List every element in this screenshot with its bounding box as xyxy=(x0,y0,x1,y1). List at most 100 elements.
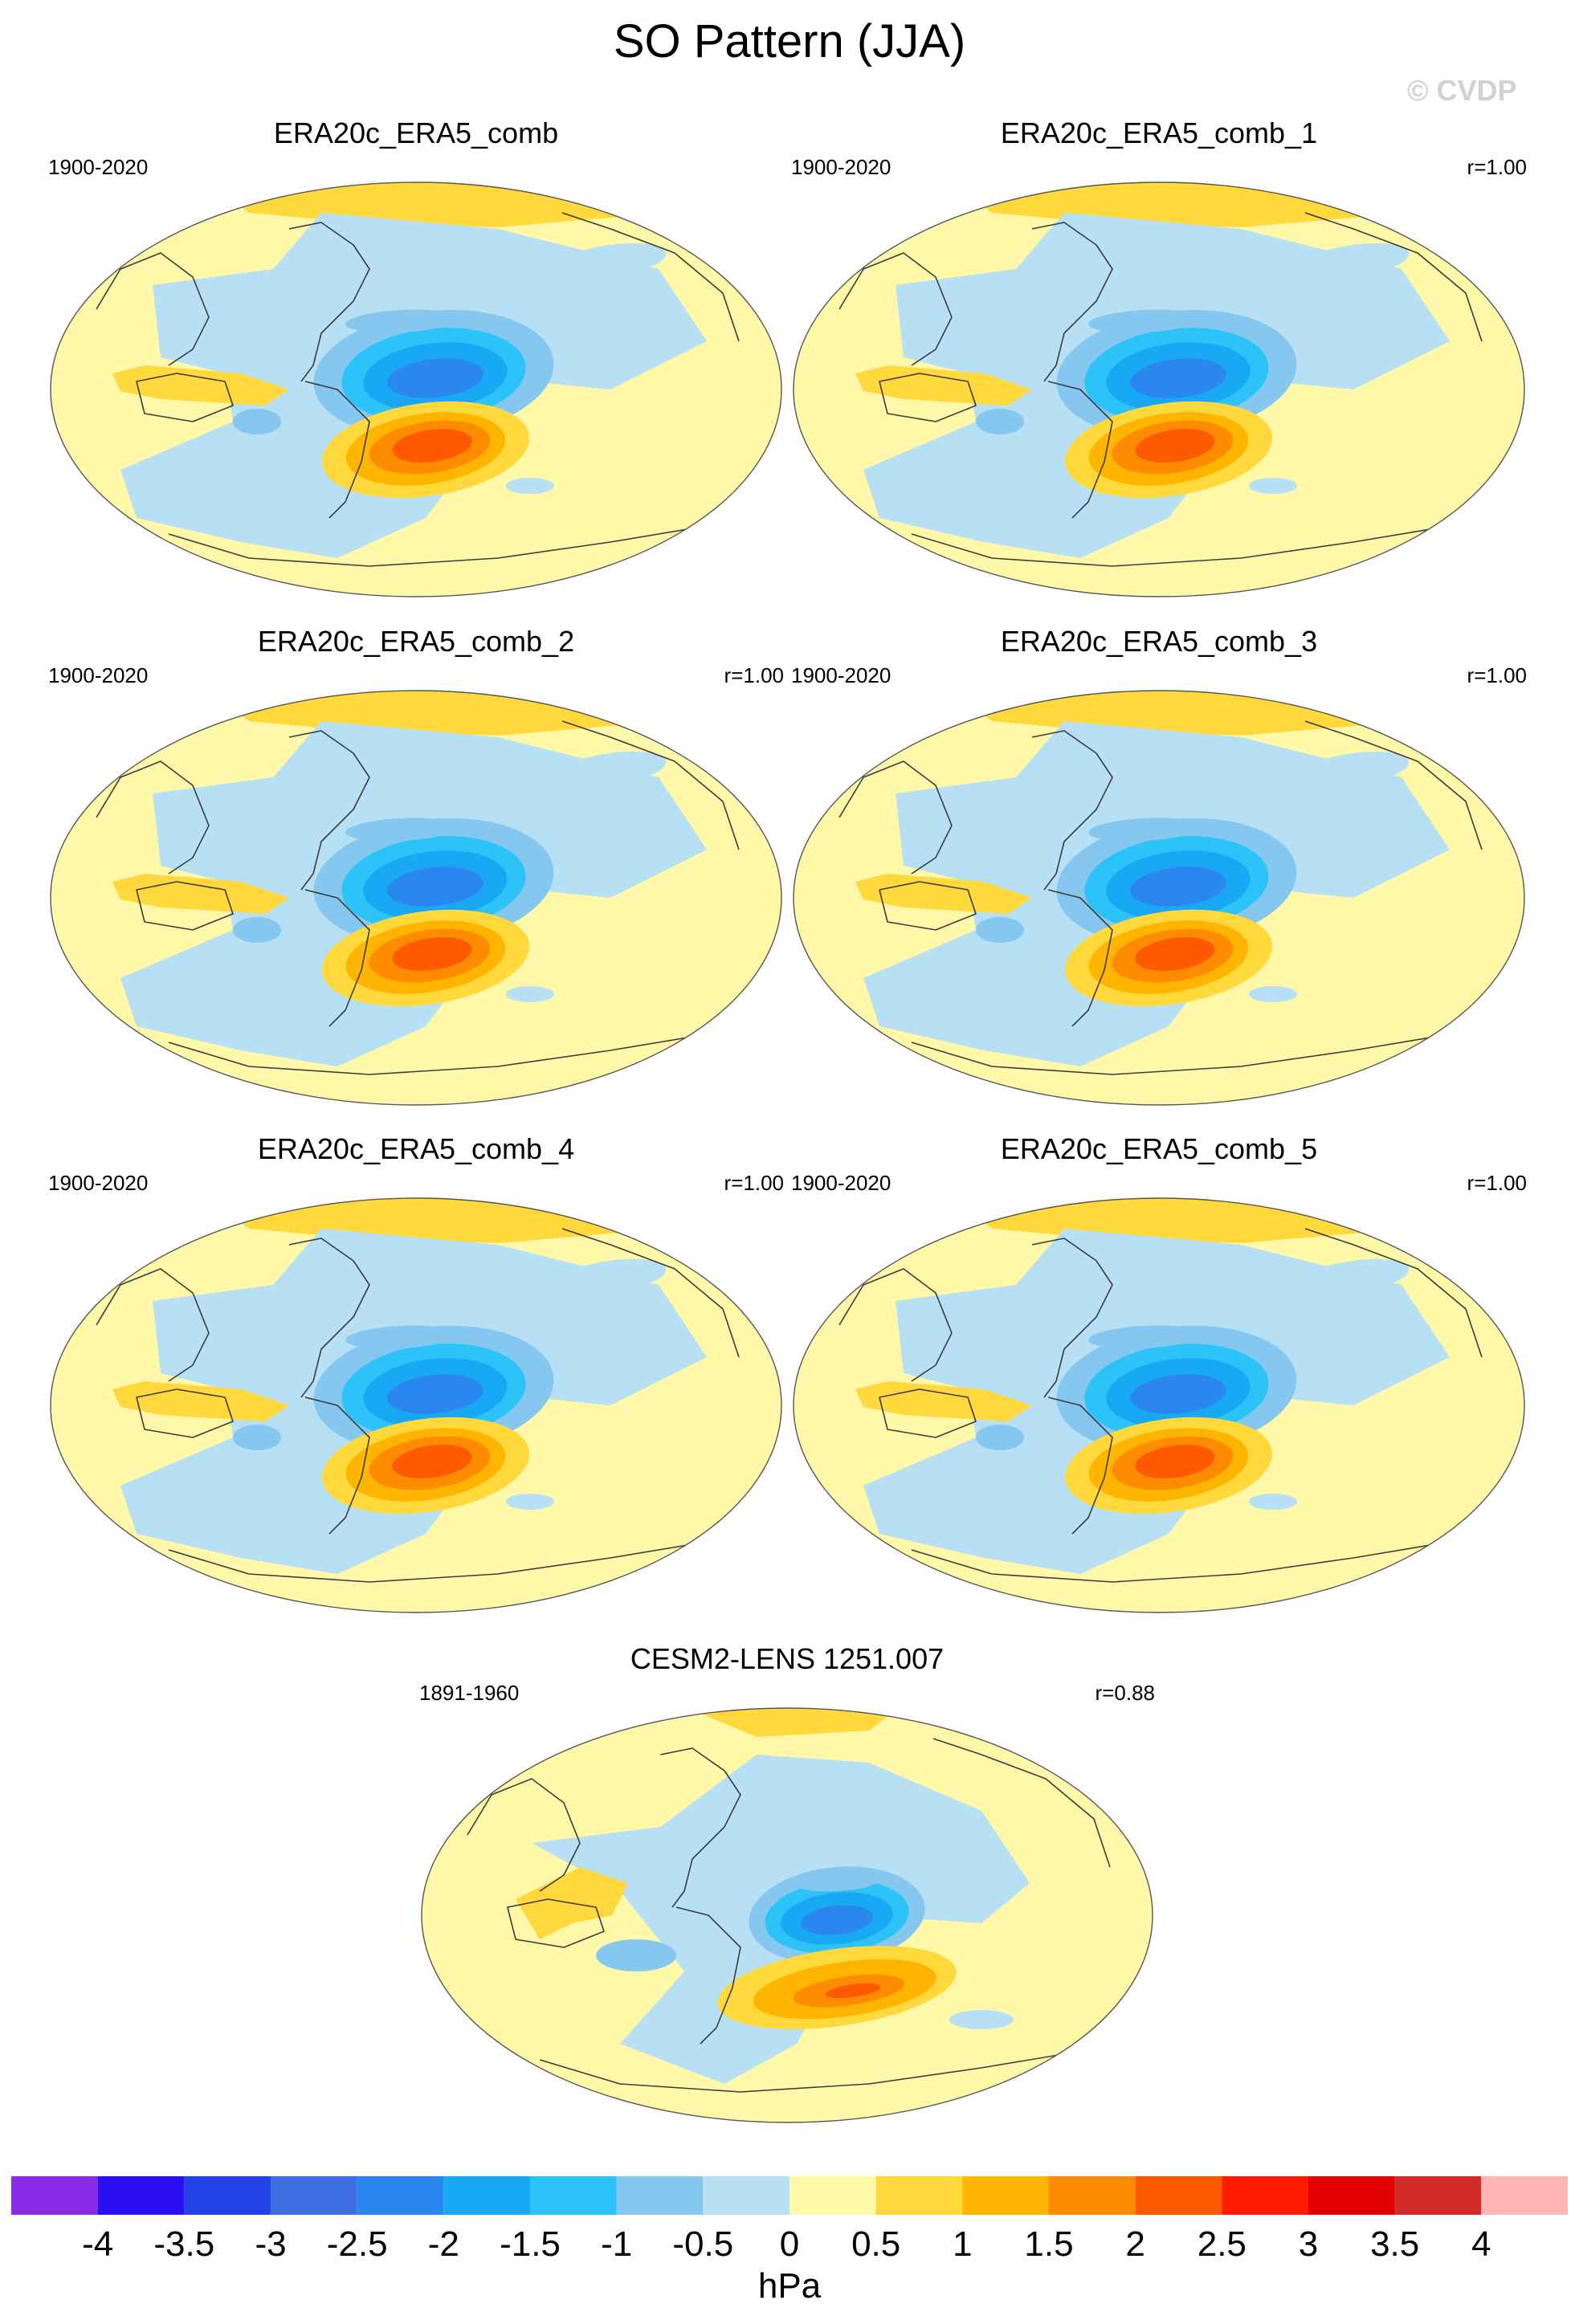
southern-low-east xyxy=(949,2010,1014,2029)
colorbar-swatch xyxy=(616,2176,704,2215)
colorbar-tick-label: -4 xyxy=(82,2224,114,2264)
australia-high xyxy=(112,1381,289,1421)
coastline-south-america xyxy=(1047,889,1113,1027)
coastline-south-america xyxy=(675,1906,741,2045)
subtrop-low xyxy=(1088,1325,1201,1349)
colorbar-swatch xyxy=(271,2176,357,2215)
colorbar-units: hPa xyxy=(757,2266,822,2306)
map-outline xyxy=(793,181,1525,597)
panel-title: ERA20c_ERA5_comb_5 xyxy=(1000,1132,1318,1165)
coastline-south-america xyxy=(304,889,370,1027)
coastline-australia xyxy=(879,1388,977,1438)
colorbar-tick-label: -0.5 xyxy=(672,2224,734,2264)
colorbar-tick-label: 3 xyxy=(1298,2224,1319,2264)
southern-high-4 xyxy=(392,937,472,971)
map-outline xyxy=(793,690,1525,1106)
coastline-south-america xyxy=(304,381,370,519)
panel-title: ERA20c_ERA5_comb_3 xyxy=(1000,625,1318,658)
southern-low-east xyxy=(1249,1494,1297,1510)
global-map xyxy=(50,1197,782,1613)
panel-period: 1891-1960 xyxy=(419,1681,520,1705)
panel-correlation: r=1.00 xyxy=(1467,663,1527,687)
colorbar-swatch xyxy=(790,2176,876,2215)
global-map xyxy=(50,181,782,597)
coastline-south-america xyxy=(1047,381,1113,519)
colorbar-tick-label: 0.5 xyxy=(851,2224,901,2264)
colorbar-swatch xyxy=(962,2176,1049,2215)
pacific-low-4 xyxy=(387,1374,483,1414)
coastline-north-america xyxy=(1031,730,1113,891)
global-map xyxy=(421,1707,1153,2123)
indian-low xyxy=(596,1939,676,1971)
atlantic-blob xyxy=(1297,243,1410,279)
coastline-north-america xyxy=(288,222,370,382)
coastline-australia xyxy=(879,373,977,422)
map-panel: ERA20c_ERA5_comb_3 1900-2020 r=1.00 xyxy=(791,625,1527,1107)
coastline-north-america xyxy=(1031,1237,1113,1398)
colorbar-swatch xyxy=(357,2176,444,2215)
figure-title: SO Pattern (JJA) xyxy=(613,15,966,67)
colorbar xyxy=(11,2176,1568,2215)
indian-low xyxy=(233,409,281,434)
coastline-antarctica xyxy=(168,1034,708,1075)
colorbar-swatch xyxy=(97,2176,185,2215)
coastline-north-america xyxy=(288,730,370,891)
southern-low-east xyxy=(1249,986,1297,1002)
atlantic-blob xyxy=(1297,751,1410,788)
map-panel: ERA20c_ERA5_comb_1 1900-2020 r=1.00 xyxy=(791,116,1527,598)
map-panel: ERA20c_ERA5_comb 1900-2020 xyxy=(48,116,784,598)
coastline-eurasia xyxy=(561,1228,740,1358)
colorbar-tick-label: -2 xyxy=(427,2224,459,2264)
coastline-eurasia xyxy=(561,720,740,850)
coastline-eurasia xyxy=(1304,720,1483,850)
colorbar-swatch xyxy=(1135,2176,1222,2215)
colorbar-tick-label: 3.5 xyxy=(1370,2224,1420,2264)
map-outline xyxy=(793,1197,1525,1613)
indian-low xyxy=(233,917,281,943)
colorbar-swatch xyxy=(530,2176,617,2215)
global-map xyxy=(793,690,1525,1106)
coastline-north-america xyxy=(288,1237,370,1398)
coastline-north-america xyxy=(659,1747,741,1908)
coastline-antarctica xyxy=(168,1541,708,1583)
coastline-asia xyxy=(838,760,953,875)
indian-low xyxy=(976,409,1024,434)
coastline-antarctica xyxy=(539,2051,1079,2093)
australia-high xyxy=(112,874,289,914)
colorbar-tick-label: -3.5 xyxy=(153,2224,215,2264)
coastline-australia xyxy=(136,1388,234,1438)
panel-correlation: r=1.00 xyxy=(1467,155,1527,179)
coastline-australia xyxy=(507,1898,605,1948)
colorbar-tick-label: -1.5 xyxy=(500,2224,561,2264)
australia-high xyxy=(855,874,1032,914)
panel-title: ERA20c_ERA5_comb_4 xyxy=(257,1132,575,1165)
pacific-low-4 xyxy=(387,866,483,907)
panel-correlation: r=1.00 xyxy=(724,663,784,687)
coastline-eurasia xyxy=(1304,1228,1483,1358)
southern-high-4 xyxy=(1135,429,1215,463)
coastline-north-america xyxy=(1031,222,1113,382)
panel-period: 1900-2020 xyxy=(791,663,892,687)
coastline-eurasia xyxy=(1304,212,1483,342)
panel-period: 1900-2020 xyxy=(48,1171,149,1195)
panel-correlation: r=0.88 xyxy=(1095,1681,1155,1705)
atlantic-blob xyxy=(554,751,667,788)
map-outline xyxy=(50,181,782,597)
colorbar-tick-label: 0 xyxy=(779,2224,800,2264)
colorbar-tick-label: 1 xyxy=(953,2224,973,2264)
indian-low xyxy=(976,917,1024,943)
indian-low xyxy=(233,1425,281,1450)
pacific-low-4 xyxy=(1130,1374,1226,1414)
colorbar-tick-label: 1.5 xyxy=(1024,2224,1074,2264)
southern-high-4 xyxy=(825,1983,881,1999)
coastline-asia xyxy=(467,1778,581,1892)
southern-low-east xyxy=(1249,478,1297,494)
colorbar-swatch xyxy=(1049,2176,1136,2215)
panel-correlation: r=1.00 xyxy=(724,1171,784,1195)
map-panel: CESM2-LENS 1251.007 1891-1960 r=0.88 xyxy=(419,1642,1155,2124)
coastline-antarctica xyxy=(911,1034,1450,1075)
colorbar-swatch xyxy=(443,2176,530,2215)
coastline-australia xyxy=(136,373,234,422)
colorbar-tick-label: 2 xyxy=(1125,2224,1145,2264)
colorbar-tick-label: 2.5 xyxy=(1197,2224,1246,2264)
